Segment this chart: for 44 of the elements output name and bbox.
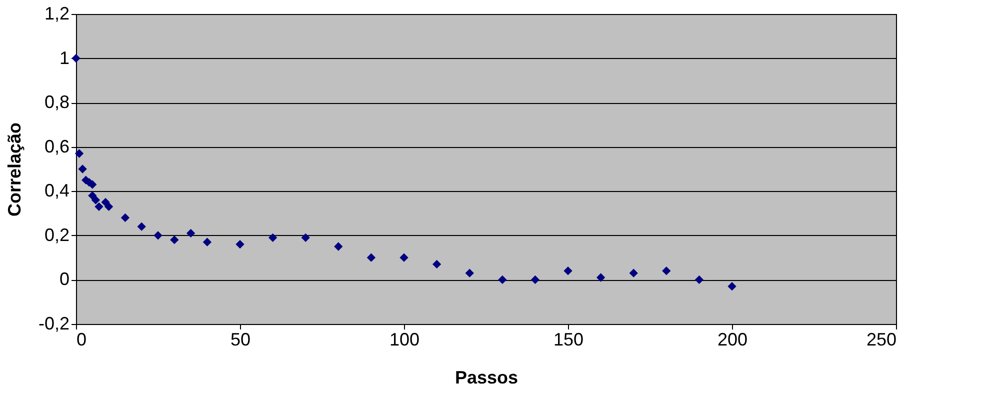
point (432, 260, 442, 269)
point (334, 242, 343, 251)
point (268, 233, 278, 242)
y-tick-label: 1 (59, 48, 70, 68)
point (629, 268, 638, 278)
y-tick-label: 1,2 (44, 4, 70, 24)
x-tick-label: 150 (553, 330, 584, 350)
point (662, 266, 671, 276)
y-tick-label: 0 (59, 269, 70, 290)
x-axis-title: Passos (454, 368, 518, 388)
point (78, 164, 87, 174)
point (596, 273, 606, 282)
x-tick-label: 50 (230, 330, 251, 350)
point (236, 240, 244, 249)
point (366, 253, 376, 262)
y-tick-label: -0,2 (38, 314, 70, 334)
point (530, 275, 540, 284)
x-tick-label: 250 (866, 330, 896, 350)
y-axis-title: Correlação (4, 122, 24, 217)
point (301, 233, 310, 242)
point (137, 222, 146, 231)
point (202, 238, 212, 246)
point (101, 198, 110, 207)
point (94, 202, 104, 211)
point (728, 282, 736, 291)
point (498, 275, 507, 284)
point (74, 149, 84, 158)
point (104, 202, 114, 211)
point (400, 253, 408, 262)
point (564, 266, 572, 276)
x-tick-label: 200 (717, 330, 748, 350)
point (694, 275, 704, 284)
x-tick-label: 100 (389, 330, 420, 350)
y-tick-label: 0,8 (44, 92, 70, 112)
point (120, 213, 130, 222)
y-tick-label: 0,2 (44, 224, 70, 245)
y-tick-label: 0,6 (44, 136, 70, 156)
point (154, 231, 162, 240)
point (170, 236, 179, 244)
point (186, 228, 196, 238)
point (465, 268, 474, 278)
x-tick-label: 0 (76, 330, 87, 350)
point (91, 196, 100, 204)
y-tick-label: 0,4 (44, 180, 70, 201)
